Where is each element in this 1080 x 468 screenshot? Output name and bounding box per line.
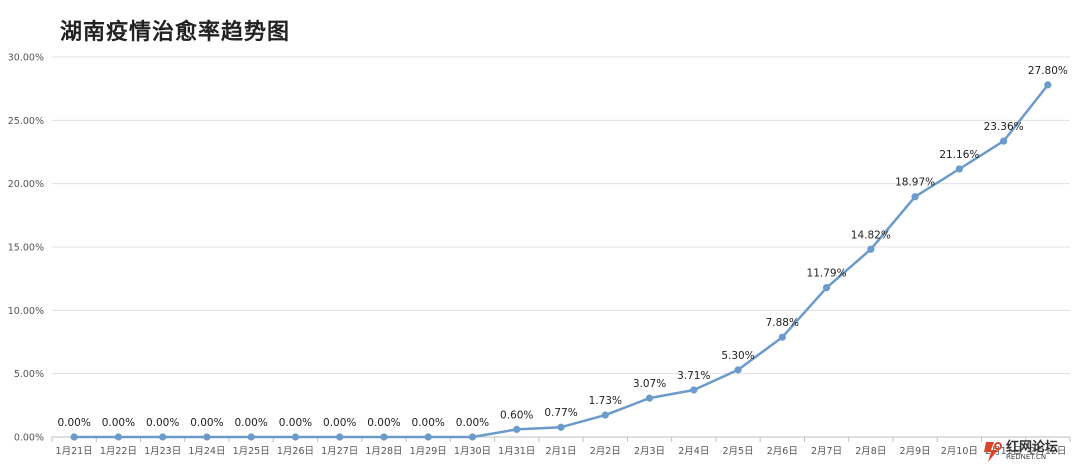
data-point xyxy=(557,423,565,431)
y-tick-label: 15.00% xyxy=(8,243,44,254)
x-tick-label: 1月23日 xyxy=(144,446,181,457)
x-tick-label: 2月5日 xyxy=(722,446,753,457)
data-point xyxy=(513,425,521,433)
data-label: 0.00% xyxy=(234,417,267,429)
data-point xyxy=(1000,137,1008,145)
data-label: 14.82% xyxy=(851,229,891,241)
watermark: 红网论坛 REDNET.CN xyxy=(982,436,1074,466)
data-point xyxy=(291,433,300,441)
data-point xyxy=(645,394,654,402)
data-label: 0.00% xyxy=(412,417,445,429)
data-label: 27.80% xyxy=(1028,65,1068,77)
data-label: 0.00% xyxy=(57,417,90,429)
y-tick-label: 20.00% xyxy=(8,179,44,190)
data-point xyxy=(247,433,255,441)
data-point xyxy=(601,411,609,419)
data-label: 0.00% xyxy=(323,417,356,429)
data-label: 0.77% xyxy=(544,407,577,419)
data-point xyxy=(203,433,211,441)
x-tick-label: 1月27日 xyxy=(321,446,358,457)
data-point xyxy=(468,433,477,441)
x-axis-ticks: 1月21日 1月22日 1月23日 1月24日 1月25日 1月26日 1月27日 1月28日… xyxy=(51,437,1071,457)
x-tick-label: 1月29日 xyxy=(410,446,447,457)
data-point xyxy=(114,433,122,441)
data-label: 0.00% xyxy=(190,417,223,429)
series-polyline xyxy=(74,84,1049,439)
x-tick-label: 2月2日 xyxy=(590,446,621,457)
data-point xyxy=(955,165,963,173)
data-label: 1.73% xyxy=(589,395,622,407)
data-label: 0.00% xyxy=(146,417,179,429)
data-point xyxy=(1044,81,1052,89)
y-tick-label: 10.00% xyxy=(8,306,44,317)
data-label: 3.07% xyxy=(633,378,666,390)
x-tick-label: 2月6日 xyxy=(767,446,798,457)
data-point xyxy=(159,433,167,441)
data-label: 3.71% xyxy=(677,370,710,382)
x-tick-label: 2月7日 xyxy=(811,446,842,457)
data-labels: 0.00% 0.00% 0.00% 0.00% 0.00% 0.00% 0.00% 0.00%… xyxy=(57,65,1067,429)
x-tick-label: 1月25日 xyxy=(233,446,270,457)
y-axis-ticks: 0.00% 5.00% 10.00% 15.00% 20.00% 25.00% 30.00% xyxy=(8,53,44,444)
series-line xyxy=(74,84,1049,439)
data-label: 21.16% xyxy=(939,149,979,161)
x-tick-label: 2月4日 xyxy=(678,446,709,457)
data-label: 18.97% xyxy=(895,177,935,189)
x-tick-label: 1月21日 xyxy=(56,446,93,457)
x-tick-label: 2月3日 xyxy=(634,446,665,457)
chart-title: 湖南疫情治愈率趋势图 xyxy=(60,20,291,45)
x-tick-label: 2月10日 xyxy=(941,446,978,457)
data-point xyxy=(380,433,388,441)
x-tick-label: 2月12日 xyxy=(1029,446,1066,457)
data-label: 23.36% xyxy=(984,121,1024,133)
y-tick-label: 30.00% xyxy=(8,53,44,64)
x-tick-label: 2月1日 xyxy=(545,446,576,457)
data-point xyxy=(778,333,786,341)
data-point xyxy=(911,193,919,201)
x-tick-label: 2月9日 xyxy=(900,446,931,457)
data-label: 0.60% xyxy=(500,409,533,421)
data-label: 0.00% xyxy=(456,417,489,429)
data-label: 0.00% xyxy=(279,417,312,429)
data-points xyxy=(70,81,1052,441)
data-point xyxy=(822,284,831,292)
x-tick-label: 1月31日 xyxy=(498,446,535,457)
grid-lines xyxy=(52,56,1070,438)
x-tick-label: 1月28日 xyxy=(365,446,402,457)
data-label: 7.88% xyxy=(766,317,799,329)
y-tick-label: 25.00% xyxy=(8,116,44,127)
x-tick-label: 1月24日 xyxy=(188,446,225,457)
y-tick-label: 5.00% xyxy=(14,369,44,380)
data-point xyxy=(690,386,698,394)
x-tick-label: 1月22日 xyxy=(100,446,137,457)
data-label: 5.30% xyxy=(721,350,754,362)
data-label: 0.00% xyxy=(102,417,135,429)
x-tick-label: 2月8日 xyxy=(855,446,886,457)
data-label: 11.79% xyxy=(807,268,847,280)
x-tick-label: 1月26日 xyxy=(277,446,314,457)
data-point xyxy=(424,433,432,441)
data-point xyxy=(734,366,742,374)
rednet-logo-icon xyxy=(984,442,1002,462)
watermark-text: 红网论坛 xyxy=(1006,440,1059,455)
data-point xyxy=(336,433,344,441)
y-tick-label: 0.00% xyxy=(14,433,44,444)
x-tick-label: 2月11日 xyxy=(985,446,1022,457)
data-point xyxy=(70,433,78,441)
x-tick-label: 1月30日 xyxy=(454,446,491,457)
watermark-subtext: REDNET.CN xyxy=(1006,453,1047,461)
data-label: 0.00% xyxy=(367,417,400,429)
data-point xyxy=(867,245,875,253)
